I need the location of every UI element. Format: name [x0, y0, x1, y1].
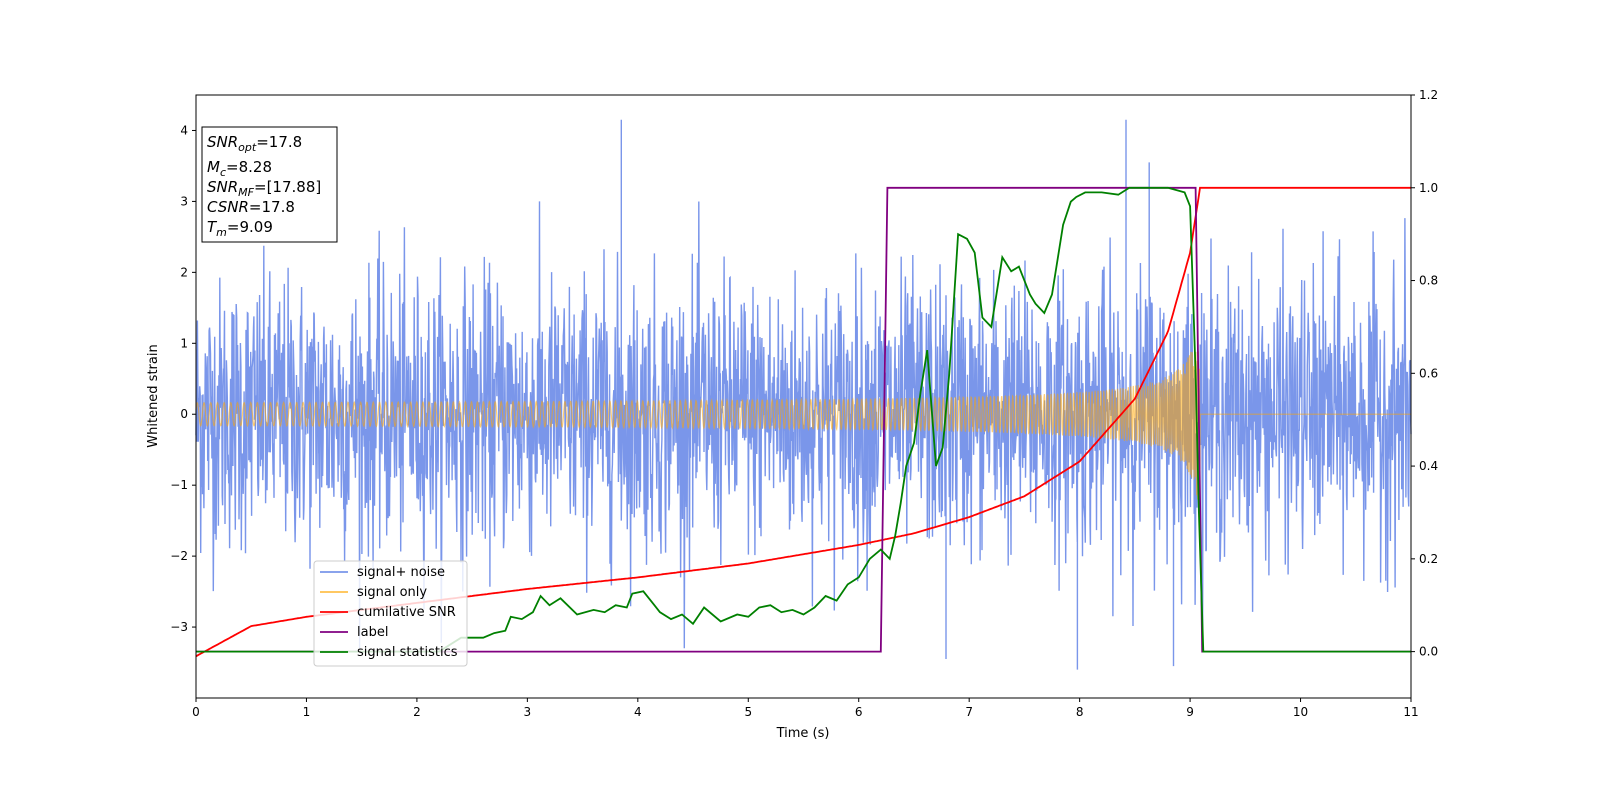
- x-tick-label: 9: [1186, 705, 1194, 719]
- y-tick-label: −3: [170, 620, 188, 634]
- y-tick-label: 1: [180, 336, 188, 350]
- y2-axis-ticks: 0.0 0.2 0.4 0.6 0.8 1.0 1.2: [1411, 88, 1438, 659]
- y2-tick-label: 0.4: [1419, 459, 1438, 473]
- info-csnr: CSNR=17.8: [207, 198, 295, 216]
- y-tick-label: 4: [180, 123, 188, 137]
- plot-frame: [195, 94, 1412, 699]
- x-tick-label: 0: [192, 705, 200, 719]
- x-tick-label: 2: [413, 705, 421, 719]
- y-tick-label: −1: [170, 478, 188, 492]
- x-tick-label: 5: [744, 705, 752, 719]
- info-snr-mf: SNRMF=[17.88]: [207, 178, 321, 199]
- legend-label: cumilative SNR: [357, 605, 456, 620]
- y-axis-label: Whitened strain: [146, 344, 161, 447]
- y2-tick-label: 1.0: [1419, 181, 1438, 195]
- legend-label: signal+ noise: [357, 565, 445, 580]
- x-tick-label: 6: [855, 705, 863, 719]
- y-axis-ticks: −3 −2 −1 0 1 2 3 4: [170, 123, 196, 634]
- x-tick-label: 4: [634, 705, 642, 719]
- y2-tick-label: 0.8: [1419, 274, 1438, 288]
- signal-statistics-line: [196, 186, 1411, 653]
- x-tick-label: 3: [524, 705, 532, 719]
- y-tick-label: 0: [180, 407, 188, 421]
- x-tick-label: 10: [1293, 705, 1308, 719]
- info-box-frame: [201, 126, 338, 243]
- legend-label: label: [357, 625, 388, 640]
- signal-only-line: [195, 340, 1411, 516]
- y-tick-label: 3: [180, 194, 188, 208]
- legend-label: signal only: [357, 585, 427, 600]
- legend-frame: [313, 560, 468, 667]
- x-axis-ticks: 0 1 2 3 4 5 6 7 8 9 10 11: [192, 698, 1419, 719]
- x-tick-label: 7: [965, 705, 973, 719]
- y-tick-label: 2: [180, 265, 188, 279]
- y2-tick-label: 0.6: [1419, 366, 1438, 380]
- y-tick-label: −2: [170, 549, 188, 563]
- legend: signal+ noise signal only cumilative SNR la…: [313, 560, 468, 667]
- legend-label: signal statistics: [357, 645, 458, 660]
- info-mc: Mc=8.28: [207, 158, 272, 179]
- series-signal-only: [195, 340, 1411, 516]
- info-box: SNRopt=17.8 Mc=8.28 SNRMF=[17.88] CSNR=1…: [201, 126, 338, 243]
- y2-tick-label: 0.2: [1419, 552, 1438, 566]
- x-tick-label: 8: [1076, 705, 1084, 719]
- info-snr-opt: SNRopt=17.8: [207, 133, 302, 154]
- info-tm: Tm=9.09: [207, 218, 273, 239]
- x-tick-label: 11: [1403, 705, 1418, 719]
- y2-tick-label: 0.0: [1419, 645, 1438, 659]
- x-axis-label: Time (s): [776, 726, 830, 741]
- x-tick-label: 1: [303, 705, 311, 719]
- y2-tick-label: 1.2: [1419, 88, 1438, 102]
